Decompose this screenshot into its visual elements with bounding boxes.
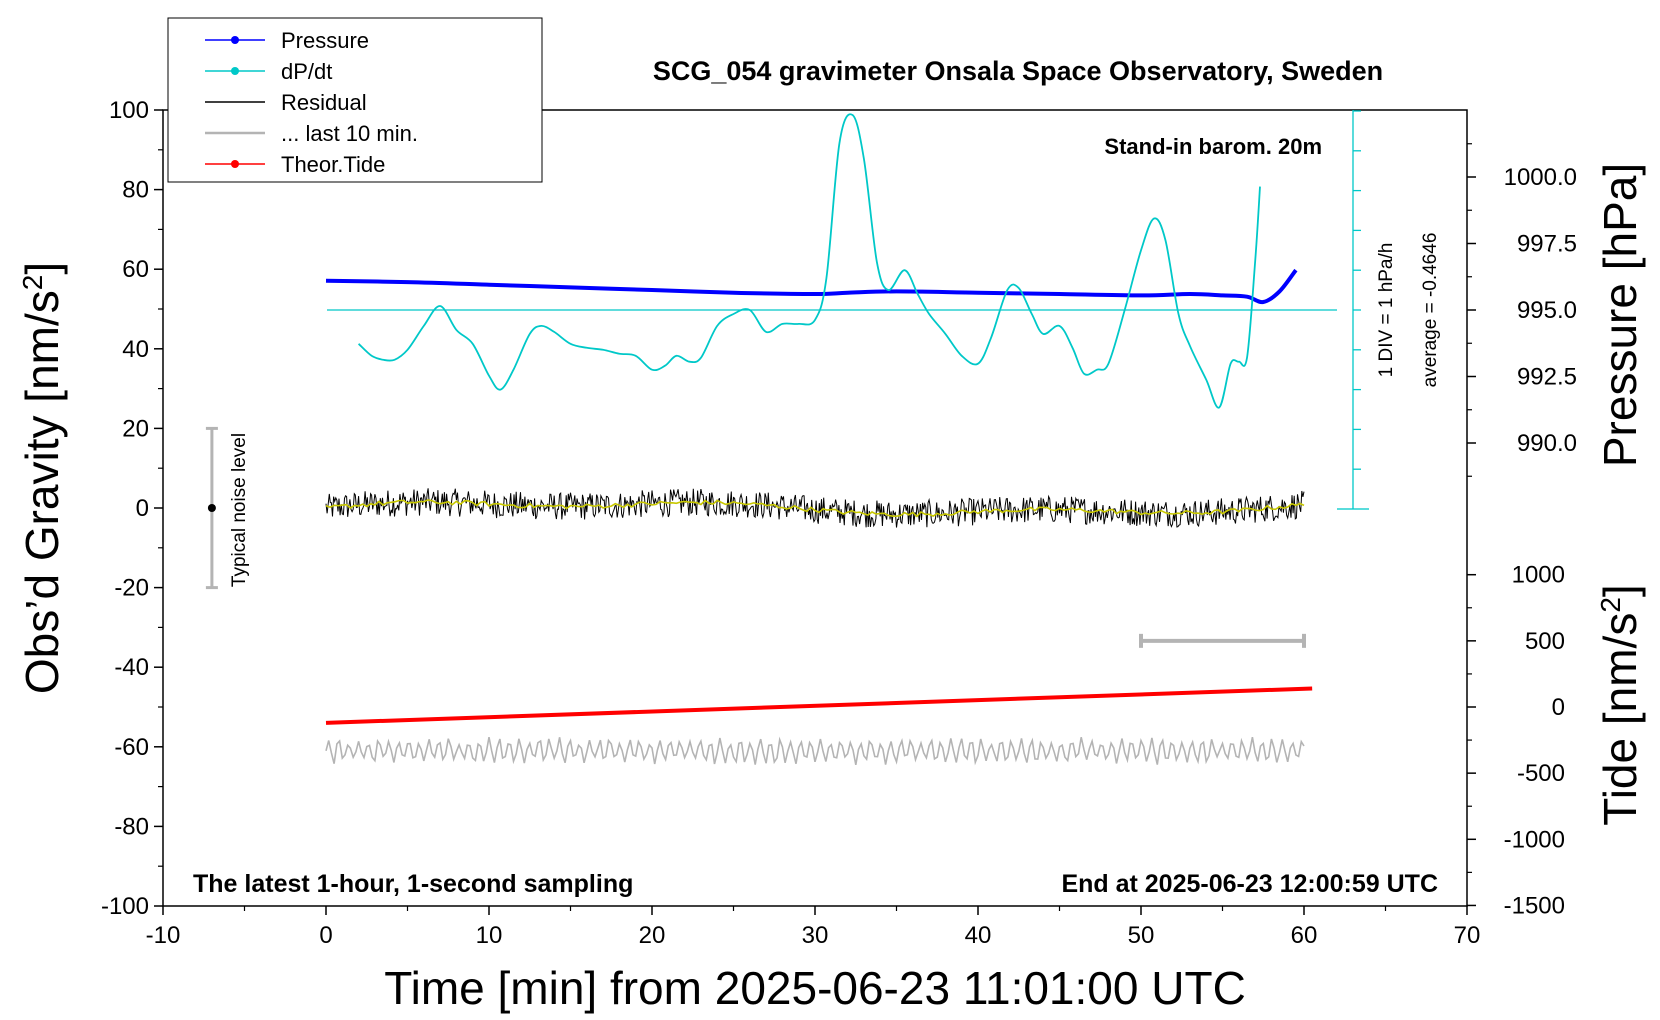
x-tick-label: 70 xyxy=(1454,922,1481,949)
tide-line xyxy=(325,686,1313,725)
residual-line xyxy=(325,488,1305,528)
end-time-annotation: End at 2025-06-23 12:00:59 UTC xyxy=(1061,870,1438,898)
x-tick-label: 40 xyxy=(965,922,992,949)
x-tick-label: -10 xyxy=(146,922,181,949)
x-tick-label: 30 xyxy=(802,922,829,949)
x-tick-label: 60 xyxy=(1291,922,1318,949)
x-tick-label: 10 xyxy=(476,922,503,949)
y-tick-label: 0 xyxy=(136,495,149,522)
legend-box xyxy=(167,17,543,183)
y-tick-label: 40 xyxy=(122,336,149,363)
y-axis-label-tide: Tide [nm/s2] xyxy=(1594,584,1646,825)
pressure-tick-label: 1000.0 xyxy=(1504,164,1577,191)
x-axis-label: Time [min] from 2025-06-23 11:01:00 UTC xyxy=(384,962,1246,1014)
x-tick-label: 50 xyxy=(1128,922,1155,949)
pressure-tick-label: 992.5 xyxy=(1517,364,1577,391)
y-tick-label: -100 xyxy=(101,893,149,920)
y-tick-label: 60 xyxy=(122,256,149,283)
y-tick-label: 20 xyxy=(122,415,149,442)
tide-tick-label: 1000 xyxy=(1512,562,1565,589)
pressure-tick-label: 995.0 xyxy=(1517,297,1577,324)
x-tick-label: 20 xyxy=(639,922,666,949)
legend-label: dP/dt xyxy=(281,59,332,84)
legend-swatch-marker xyxy=(231,36,239,44)
annotation-marks xyxy=(205,110,1369,648)
y-axis-label-pressure: Pressure [hPa] xyxy=(1594,163,1646,467)
legend-label: Theor.Tide xyxy=(281,152,385,177)
series-layer xyxy=(325,113,1313,766)
sampling-annotation: The latest 1-hour, 1-second sampling xyxy=(193,870,633,898)
tide-tick-label: 500 xyxy=(1525,628,1565,655)
y-tick-label: -40 xyxy=(114,654,149,681)
y-tick-label: -60 xyxy=(114,734,149,761)
tide-tick-label: -1000 xyxy=(1504,826,1565,853)
legend-swatch-marker xyxy=(231,67,239,75)
y-axis-label-left: Obs’d Gravity [nm/s2] xyxy=(16,262,68,694)
pressure-line xyxy=(325,268,1298,305)
chart-title: SCG_054 gravimeter Onsala Space Observat… xyxy=(653,56,1383,86)
tide-tick-label: 0 xyxy=(1552,694,1565,721)
average-annotation: average = -0.4646 xyxy=(1420,233,1441,388)
legend-label: Residual xyxy=(281,90,367,115)
noise-level-dot xyxy=(207,504,216,512)
y-tick-label: -20 xyxy=(114,575,149,602)
tide-tick-label: -1500 xyxy=(1504,892,1565,919)
pressure-tick-label: 990.0 xyxy=(1517,430,1577,457)
legend-label: ... last 10 min. xyxy=(281,121,418,146)
noise-level-label: Typical noise level xyxy=(229,433,250,587)
legend: Pressure dP/dt Residual ... last 10 min. The… xyxy=(167,17,543,183)
pressure-tick-label: 997.5 xyxy=(1517,231,1577,258)
y-tick-label: -80 xyxy=(114,813,149,840)
y-tick-label: 80 xyxy=(122,177,149,204)
axis-ticks: -10 0 10 20 30 40 50 60 70-100-80-60-40-20020406… xyxy=(101,97,1577,949)
residual-smoothed-line xyxy=(325,499,1305,518)
legend-swatch-marker xyxy=(231,160,239,168)
x-tick-label: 0 xyxy=(319,922,332,949)
dpdt-line xyxy=(357,113,1261,409)
div-annotation: 1 DIV = 1 hPa/h xyxy=(1376,243,1397,378)
tide-tick-label: -500 xyxy=(1517,760,1565,787)
last-10-min-line xyxy=(325,736,1305,766)
y-tick-label: 100 xyxy=(109,97,149,124)
barometer-annotation: Stand-in barom. 20m xyxy=(1104,134,1322,159)
legend-label: Pressure xyxy=(281,28,369,53)
